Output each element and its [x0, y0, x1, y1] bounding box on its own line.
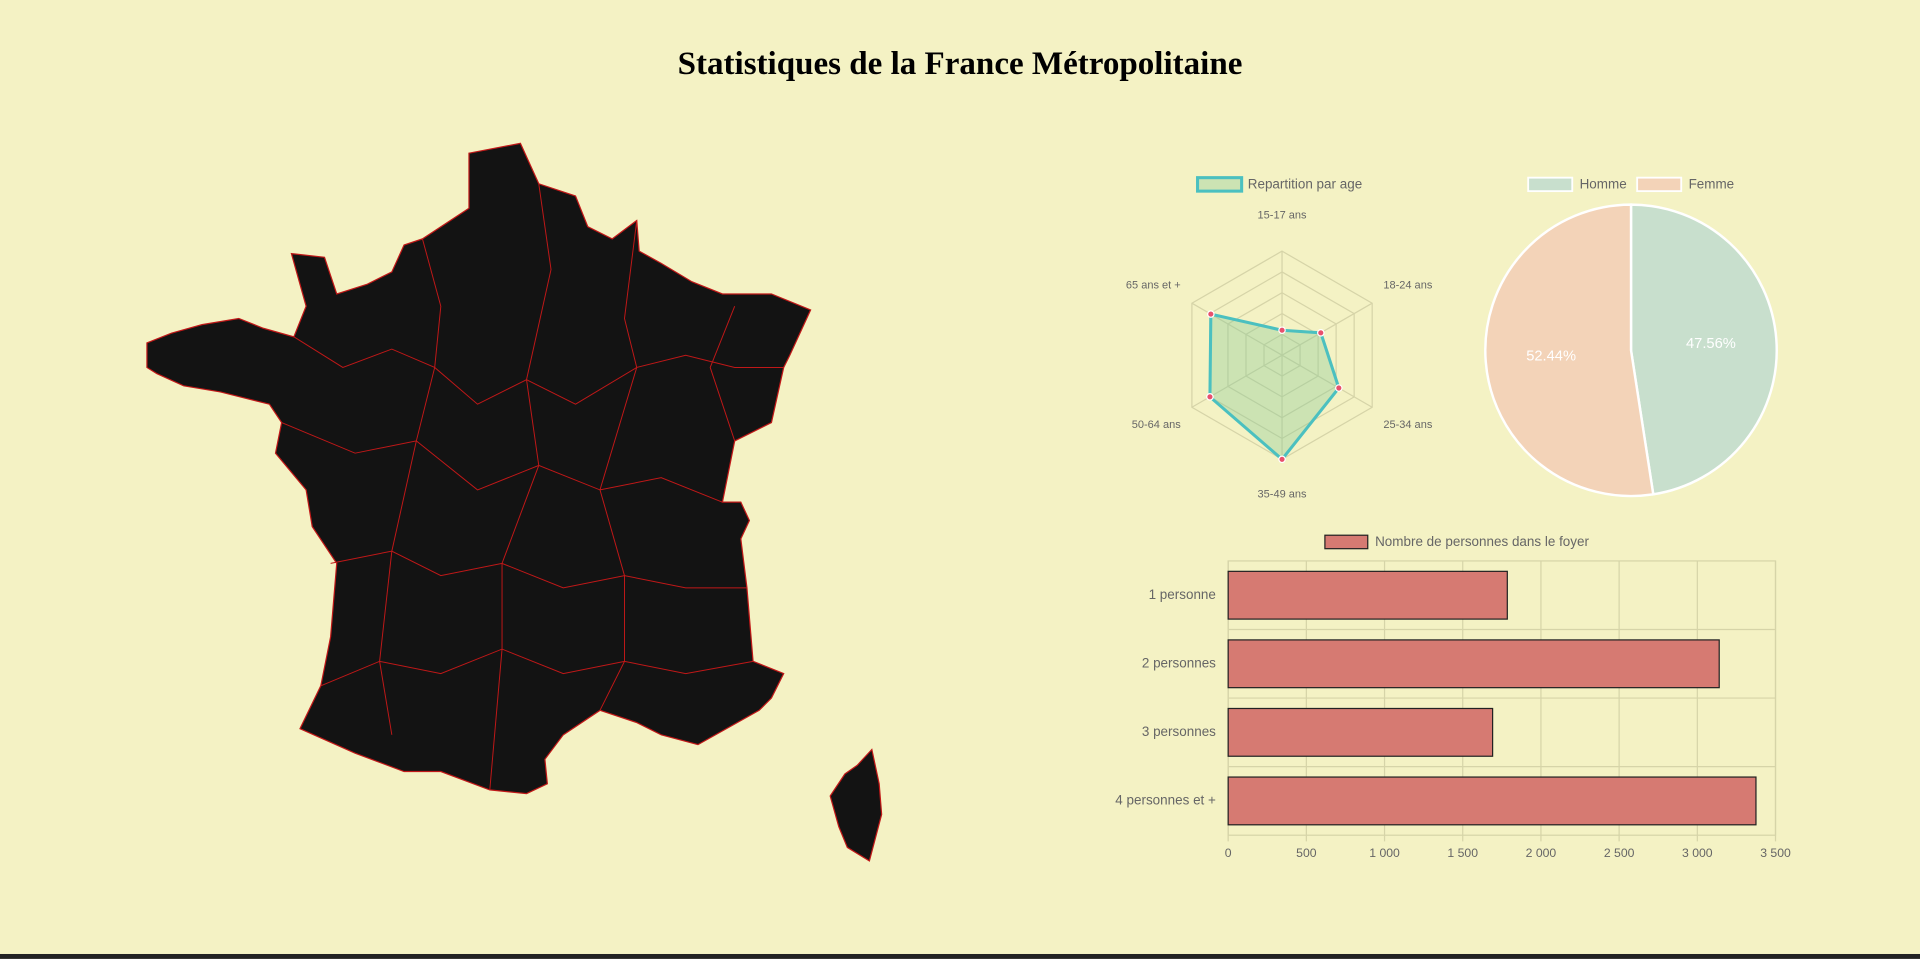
- bottom-bar: [0, 953, 1920, 959]
- radar-point: [1335, 384, 1343, 392]
- mainland: [146, 142, 812, 795]
- x-tick-label: 2 000: [1526, 846, 1557, 860]
- legend-swatch: [1196, 176, 1244, 193]
- slice-label: 47.56%: [1686, 336, 1736, 352]
- radar-point: [1278, 326, 1286, 335]
- y-tick-label: 4 personnes et +: [1115, 792, 1216, 807]
- department-borders: [281, 183, 784, 790]
- spoke: [1281, 354, 1373, 408]
- pie-slice: [1629, 203, 1778, 496]
- legend-label: Femme: [1689, 177, 1735, 192]
- x-tick-label: 1 500: [1447, 846, 1478, 860]
- x-tick-label: 1 000: [1369, 846, 1400, 860]
- axis-label: 50-64 ans: [1132, 419, 1181, 431]
- axis-label: 15-17 ans: [1258, 210, 1307, 222]
- legend-swatch: [1527, 176, 1574, 193]
- axis-label: 35-49 ans: [1258, 489, 1307, 501]
- spoke: [1191, 302, 1283, 356]
- y-tick-label: 2 personnes: [1142, 655, 1216, 670]
- axis-label: 65 ans et +: [1126, 279, 1181, 291]
- x-tick-label: 0: [1225, 846, 1232, 860]
- legend-swatch: [1636, 176, 1683, 193]
- y-tick-label: 1 personne: [1149, 587, 1216, 602]
- france-map: [146, 142, 883, 862]
- radar-point: [1206, 393, 1214, 401]
- legend-label: Homme: [1580, 177, 1627, 192]
- bar: [1227, 570, 1508, 620]
- page-title: Statistiques de la France Métropolitaine: [678, 46, 1243, 82]
- bar: [1227, 776, 1757, 826]
- spoke: [1281, 302, 1373, 356]
- x-tick-label: 500: [1296, 846, 1317, 860]
- axis-label: 18-24 ans: [1383, 279, 1432, 291]
- axis-label: 25-34 ans: [1383, 419, 1432, 431]
- bar: [1227, 707, 1494, 757]
- legend-label: Nombre de personnes dans le foyer: [1375, 534, 1589, 549]
- y-tick-label: 3 personnes: [1142, 724, 1216, 739]
- radar-point: [1317, 329, 1325, 337]
- radar-point: [1278, 455, 1286, 464]
- pie-slice: [1484, 203, 1655, 498]
- bar: [1227, 639, 1720, 689]
- slice-label: 52.44%: [1526, 348, 1576, 364]
- x-tick-label: 3 500: [1760, 846, 1791, 860]
- corsica: [829, 748, 883, 862]
- radar-point: [1207, 310, 1215, 318]
- x-tick-label: 3 000: [1682, 846, 1713, 860]
- legend-label: Repartition par age: [1248, 177, 1362, 192]
- legend-swatch: [1324, 534, 1369, 550]
- x-tick-label: 2 500: [1604, 846, 1635, 860]
